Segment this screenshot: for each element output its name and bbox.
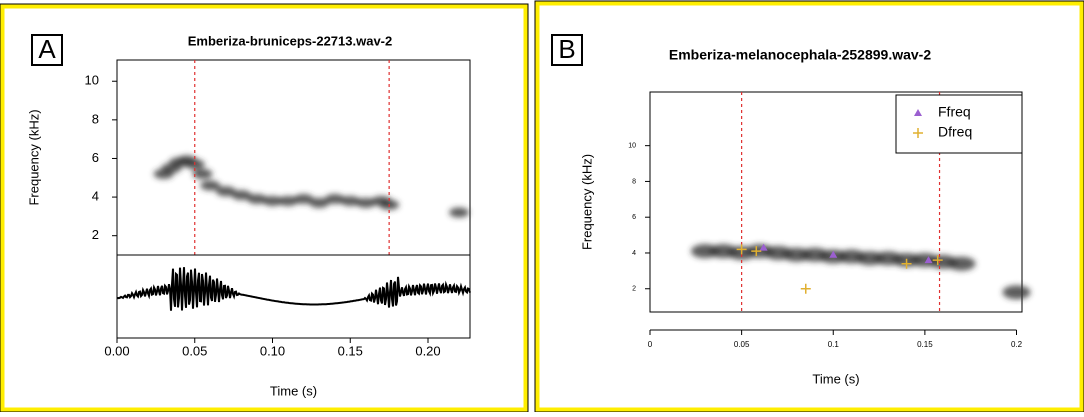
legend-label: Dfreq — [938, 124, 972, 140]
x-tick-label: 0 — [648, 340, 653, 349]
spectrogram-blob — [215, 186, 236, 197]
y-tick-label: 6 — [632, 214, 636, 221]
x-tick-label: 0.15 — [338, 343, 363, 358]
y-axis-label: Frequency (kHz) — [579, 154, 594, 250]
x-tick-label: 0.2 — [1011, 340, 1023, 349]
spectrogram-blob — [355, 197, 376, 208]
panel-frame — [0, 3, 529, 413]
spectrogram-blob — [200, 180, 221, 191]
spectrogram-blob — [947, 256, 976, 271]
y-tick-label: 4 — [632, 250, 636, 257]
waveform — [116, 267, 471, 311]
y-tick-label: 6 — [92, 150, 99, 165]
y-tick-label: 2 — [92, 227, 99, 242]
point — [800, 283, 811, 294]
x-tick-label: 0.00 — [104, 343, 129, 358]
panel-label-box — [551, 34, 583, 66]
spectrogram-trace — [153, 155, 470, 218]
point — [932, 255, 943, 266]
y-tick-label: 8 — [92, 111, 99, 126]
spectrogram-blob — [231, 190, 252, 201]
panel-frame — [534, 0, 1084, 413]
point — [736, 244, 747, 255]
legend-label: Ffreq — [938, 104, 971, 120]
x-tick-label: 0.05 — [734, 340, 750, 349]
y-axis-label: Frequency (kHz) — [26, 109, 41, 205]
spectrogram-blob — [278, 195, 299, 206]
point — [751, 246, 762, 257]
point — [924, 256, 933, 264]
chart-title: Emberiza-melanocephala-252899.wav-2 — [669, 47, 931, 63]
legend-symbol — [914, 109, 922, 116]
spectrogram-blob — [293, 194, 314, 205]
spectrogram-blob — [192, 168, 213, 179]
x-tick-label: 0.05 — [182, 343, 207, 358]
point — [759, 243, 768, 251]
spectrogram-blob — [449, 207, 470, 218]
legend-box — [895, 94, 1023, 154]
legend-symbol — [913, 128, 923, 138]
x-tick-label: 0.10 — [260, 343, 285, 358]
chart-title: Emberiza-bruniceps-22713.wav-2 — [188, 33, 392, 48]
panel-label-box — [31, 34, 63, 66]
spectrogram-blob — [324, 194, 345, 205]
y-tick-label: 4 — [92, 189, 99, 204]
x-tick-label: 0.15 — [917, 340, 933, 349]
y-tick-label: 10 — [628, 143, 636, 150]
x-axis-label: Time (s) — [812, 371, 859, 386]
panel-label: A — [38, 34, 56, 64]
spectrogram-blob — [340, 195, 361, 206]
spectrogram-blob — [262, 195, 283, 206]
point — [829, 250, 838, 258]
spectrogram-blob — [1002, 285, 1031, 300]
panel-label: B — [558, 34, 575, 64]
point — [901, 258, 912, 269]
x-tick-label: 0.1 — [828, 340, 840, 349]
x-axis-label: Time (s) — [270, 383, 317, 398]
y-tick-label: 2 — [632, 286, 636, 293]
y-tick-label: 10 — [85, 73, 99, 88]
x-tick-label: 0.20 — [415, 343, 440, 358]
spectrogram-blob — [309, 197, 330, 208]
spectrogram-blob — [246, 194, 267, 205]
y-tick-label: 8 — [632, 178, 636, 185]
